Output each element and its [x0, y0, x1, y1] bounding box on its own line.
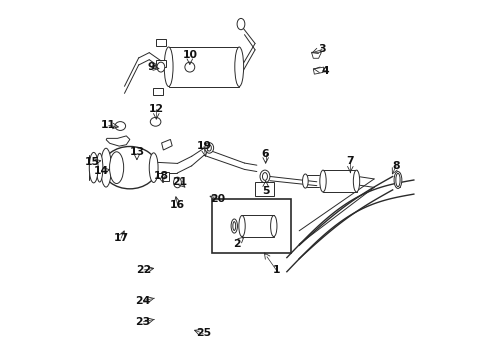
Ellipse shape — [164, 47, 173, 86]
Text: 18: 18 — [154, 171, 169, 181]
Ellipse shape — [393, 171, 401, 189]
Text: 22: 22 — [136, 265, 151, 275]
Ellipse shape — [101, 148, 111, 187]
Text: 9: 9 — [147, 62, 154, 72]
Text: 2: 2 — [232, 239, 240, 248]
Bar — [161, 171, 168, 181]
Text: 8: 8 — [392, 161, 399, 171]
Bar — [242, 215, 273, 237]
Ellipse shape — [207, 145, 211, 151]
Ellipse shape — [302, 174, 307, 188]
Ellipse shape — [262, 172, 267, 180]
Text: 1: 1 — [272, 265, 280, 275]
Bar — [155, 60, 166, 67]
Text: 20: 20 — [210, 194, 225, 204]
Ellipse shape — [260, 170, 269, 183]
Ellipse shape — [238, 215, 244, 237]
Ellipse shape — [234, 47, 243, 86]
Ellipse shape — [353, 170, 359, 192]
Text: 24: 24 — [135, 296, 151, 306]
Ellipse shape — [102, 147, 157, 189]
Ellipse shape — [237, 18, 244, 30]
Text: 10: 10 — [182, 50, 197, 60]
Bar — [323, 170, 356, 192]
Polygon shape — [313, 67, 323, 74]
Text: 4: 4 — [321, 66, 329, 76]
Text: 15: 15 — [84, 157, 100, 167]
Text: 12: 12 — [148, 104, 163, 114]
Ellipse shape — [319, 170, 325, 192]
Text: 6: 6 — [261, 149, 269, 158]
Text: 16: 16 — [169, 200, 184, 210]
Ellipse shape — [173, 177, 181, 188]
Text: 21: 21 — [171, 177, 186, 187]
Text: 13: 13 — [129, 147, 144, 157]
Ellipse shape — [157, 62, 164, 72]
Ellipse shape — [149, 153, 158, 183]
Ellipse shape — [395, 173, 399, 187]
Text: 17: 17 — [113, 233, 128, 243]
Ellipse shape — [89, 152, 98, 183]
Text: 19: 19 — [196, 141, 211, 152]
Polygon shape — [106, 136, 130, 146]
Text: 5: 5 — [262, 186, 269, 195]
Bar — [155, 39, 166, 46]
Ellipse shape — [115, 122, 125, 130]
Bar — [168, 47, 239, 86]
Ellipse shape — [109, 152, 123, 184]
Ellipse shape — [231, 219, 237, 233]
Bar — [212, 199, 291, 253]
Polygon shape — [311, 52, 321, 58]
Polygon shape — [152, 65, 156, 69]
Polygon shape — [161, 139, 172, 150]
Text: 7: 7 — [346, 156, 353, 166]
Ellipse shape — [184, 62, 194, 72]
Ellipse shape — [270, 215, 276, 237]
Text: 14: 14 — [94, 166, 109, 176]
Text: 11: 11 — [101, 120, 116, 130]
Ellipse shape — [96, 153, 102, 182]
Text: 23: 23 — [135, 317, 151, 327]
Ellipse shape — [150, 117, 161, 126]
Ellipse shape — [232, 222, 235, 230]
Bar — [255, 183, 274, 196]
Ellipse shape — [204, 143, 213, 153]
Bar — [153, 87, 163, 95]
Text: 25: 25 — [195, 328, 210, 338]
Text: 3: 3 — [318, 45, 325, 54]
